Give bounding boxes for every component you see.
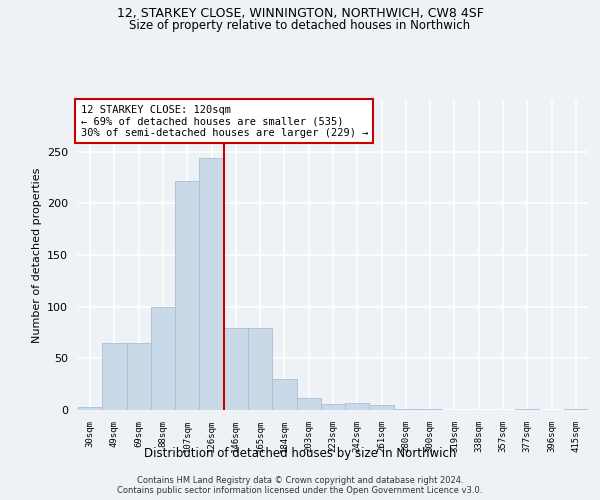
Bar <box>151 306 175 410</box>
Bar <box>418 409 442 410</box>
Text: 12, STARKEY CLOSE, WINNINGTON, NORTHWICH, CW8 4SF: 12, STARKEY CLOSE, WINNINGTON, NORTHWICH… <box>116 8 484 20</box>
Bar <box>224 328 248 410</box>
Text: Contains HM Land Registry data © Crown copyright and database right 2024.
Contai: Contains HM Land Registry data © Crown c… <box>118 476 482 495</box>
Bar <box>564 409 588 410</box>
Bar <box>345 403 370 410</box>
Bar <box>296 398 321 410</box>
Bar <box>248 328 272 410</box>
Bar <box>175 180 199 410</box>
Bar <box>102 343 127 410</box>
Bar <box>199 158 224 410</box>
Bar <box>272 379 296 410</box>
Text: Size of property relative to detached houses in Northwich: Size of property relative to detached ho… <box>130 19 470 32</box>
Y-axis label: Number of detached properties: Number of detached properties <box>32 168 41 342</box>
Text: 12 STARKEY CLOSE: 120sqm
← 69% of detached houses are smaller (535)
30% of semi-: 12 STARKEY CLOSE: 120sqm ← 69% of detach… <box>80 104 368 138</box>
Bar <box>394 409 418 410</box>
Bar <box>127 343 151 410</box>
Bar <box>78 407 102 410</box>
Bar <box>321 404 345 410</box>
Bar <box>515 409 539 410</box>
Text: Distribution of detached houses by size in Northwich: Distribution of detached houses by size … <box>144 448 456 460</box>
Bar <box>370 405 394 410</box>
